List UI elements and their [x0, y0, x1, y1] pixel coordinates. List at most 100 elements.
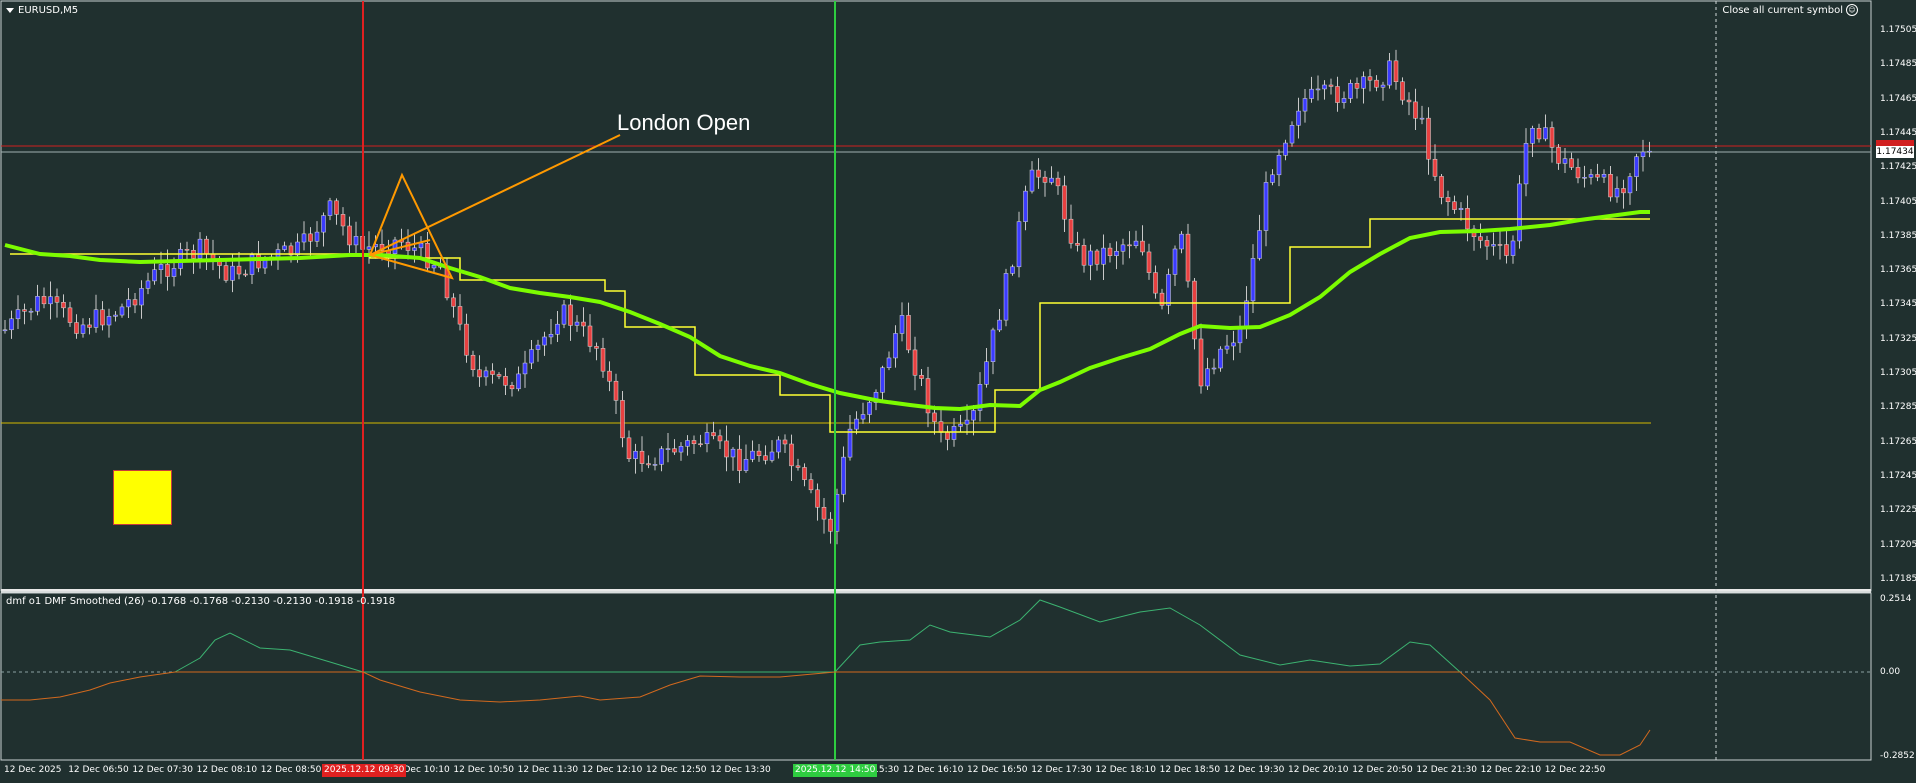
candle-body [1341, 98, 1347, 103]
candle-body [724, 440, 729, 458]
candle-body [74, 322, 79, 334]
candle-body [1354, 83, 1360, 89]
candle-body [1627, 176, 1633, 194]
candle-body [61, 302, 66, 309]
candle-body [782, 439, 788, 445]
candle-body [587, 325, 593, 347]
candle-body [1393, 60, 1399, 82]
time-axis-label: 12 Dec 22:50 [1544, 765, 1606, 775]
candle-body [802, 467, 807, 480]
candle-body [249, 254, 255, 275]
candle-body [1328, 84, 1334, 87]
time-axis-label: 12 Dec 18:10 [1095, 765, 1156, 775]
candle-body [919, 375, 924, 379]
time-axis-label: 12 Dec 10:10 [389, 765, 450, 775]
candle-body [1504, 244, 1509, 256]
price-axis-label: 1.17365 [1880, 265, 1916, 276]
candle-body [54, 296, 60, 303]
candle-body [1055, 177, 1061, 187]
price-axis-label: 1.17205 [1880, 539, 1916, 550]
candle-body [763, 455, 768, 461]
candle-body [1263, 182, 1269, 231]
candle-body [516, 373, 521, 390]
candle-body [1192, 280, 1197, 340]
candle-body [607, 370, 612, 382]
candle-body [204, 238, 209, 255]
price-axis-label: 1.17185 [1880, 573, 1916, 584]
candle-body [548, 334, 554, 338]
candle-body [743, 459, 749, 471]
smiley-icon: ☺ [1846, 4, 1858, 16]
candle-body [1380, 84, 1386, 88]
candle-body [1439, 176, 1444, 198]
candle-body [685, 440, 690, 447]
candle-body [1361, 76, 1366, 89]
candle-body [1153, 272, 1158, 294]
candle-body [1172, 248, 1178, 275]
candle-body [1276, 155, 1282, 176]
candle-body [1283, 142, 1288, 156]
candle-body [613, 380, 619, 401]
candle-body [1621, 188, 1626, 194]
candle-body [938, 421, 944, 433]
indicator-axis-max: 0.2514 [1880, 594, 1912, 604]
candle-body [841, 456, 846, 495]
candle-body [470, 354, 476, 371]
time-axis-label: 12 Dec 08:50 [260, 765, 322, 775]
candle-body [600, 348, 606, 372]
candle-body [1224, 345, 1230, 350]
candle-body [1029, 169, 1035, 192]
candle-body [100, 309, 105, 326]
candle-body [1179, 233, 1184, 250]
indicator-axis-zero: 0.00 [1880, 667, 1901, 677]
candle-body [1601, 173, 1607, 178]
candle-body [1419, 117, 1425, 120]
candle-body [639, 450, 645, 464]
candle-body [1166, 274, 1171, 306]
candle-body [353, 236, 359, 246]
candle-body [2, 329, 8, 332]
candle-body [282, 245, 287, 250]
candle-body [925, 378, 931, 414]
candle-body [932, 412, 937, 422]
candle-body [457, 306, 463, 325]
candle-body [67, 307, 73, 323]
time-axis-label: 12 Dec 20:50 [1352, 765, 1413, 775]
candle-body [912, 349, 918, 376]
candle-body [93, 309, 99, 328]
price-axis-label: 1.17325 [1880, 333, 1916, 344]
candle-body [158, 264, 164, 270]
candle-body [646, 463, 651, 466]
candle-body [808, 479, 814, 491]
yellow-rectangle-object[interactable] [113, 470, 172, 525]
candle-body [1536, 127, 1542, 140]
candle-body [184, 249, 190, 251]
symbol-menu-caret-icon[interactable] [6, 8, 14, 13]
candles-group [2, 49, 1652, 545]
candle-body [1510, 240, 1516, 256]
candle-body [334, 200, 339, 215]
candle-body [672, 448, 677, 453]
candle-body [815, 489, 820, 508]
candle-body [223, 265, 229, 281]
candle-body [860, 414, 866, 420]
candle-body [795, 465, 801, 468]
candle-body [243, 273, 248, 276]
indicator-area [0, 592, 1872, 761]
step-level-line [10, 218, 1650, 433]
candle-body [704, 432, 710, 445]
time-axis-label: 12 Dec 12:10 [581, 765, 643, 775]
candle-body [35, 296, 40, 312]
candle-body [659, 448, 664, 465]
candle-body [1406, 99, 1412, 103]
candle-body [665, 448, 671, 450]
candle-body [87, 324, 92, 328]
close-all-symbol-button[interactable]: Close all current symbol ☺ [1722, 4, 1858, 16]
candle-body [15, 309, 21, 320]
candle-body [698, 443, 703, 446]
candle-body [633, 450, 638, 460]
time-axis-label: 12 Dec 22:10 [1480, 765, 1542, 775]
candle-body [314, 231, 320, 242]
